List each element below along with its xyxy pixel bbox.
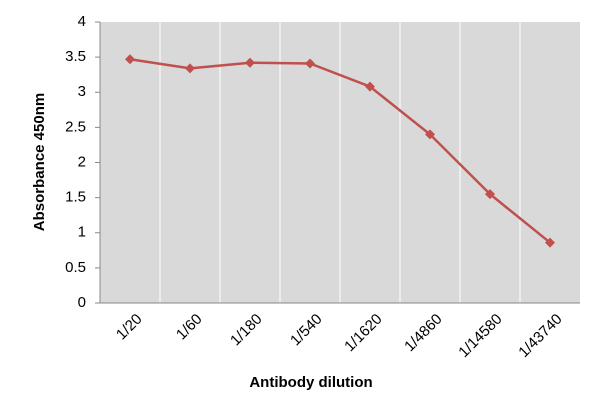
x-tick-label: 1/60 — [173, 311, 206, 344]
data-marker — [365, 81, 375, 92]
x-axis-title: Antibody dilution — [249, 374, 372, 391]
y-tick-label: 4 — [78, 13, 86, 30]
y-tick-label: 3.5 — [65, 48, 86, 65]
data-marker — [125, 54, 135, 65]
data-marker — [425, 129, 435, 140]
x-tick-label: 1/20 — [113, 311, 146, 344]
data-marker — [305, 58, 315, 69]
x-tick-label: 1/180 — [227, 311, 266, 350]
y-tick-label: 2 — [78, 153, 86, 170]
y-tick-label: 3 — [78, 83, 86, 100]
x-tick-label: 1/4860 — [401, 311, 445, 355]
x-tick-label: 1/43740 — [515, 311, 565, 361]
x-tick-label: 1/14580 — [455, 311, 505, 361]
y-tick-label: 0 — [78, 294, 86, 311]
y-tick-label: 1.5 — [65, 189, 86, 206]
data-line — [129, 57, 551, 244]
data-marker — [245, 57, 255, 68]
data-marker — [545, 237, 555, 248]
y-tick-label: 1 — [78, 224, 86, 241]
x-tick-label: 1/1620 — [341, 311, 385, 355]
x-tick-label: 1/540 — [287, 311, 326, 350]
data-marker — [485, 189, 495, 200]
y-tick-label: 2.5 — [65, 118, 86, 135]
y-axis-title: Absorbance 450nm — [31, 93, 48, 231]
data-marker — [185, 63, 195, 74]
y-tick-label: 0.5 — [65, 259, 86, 276]
